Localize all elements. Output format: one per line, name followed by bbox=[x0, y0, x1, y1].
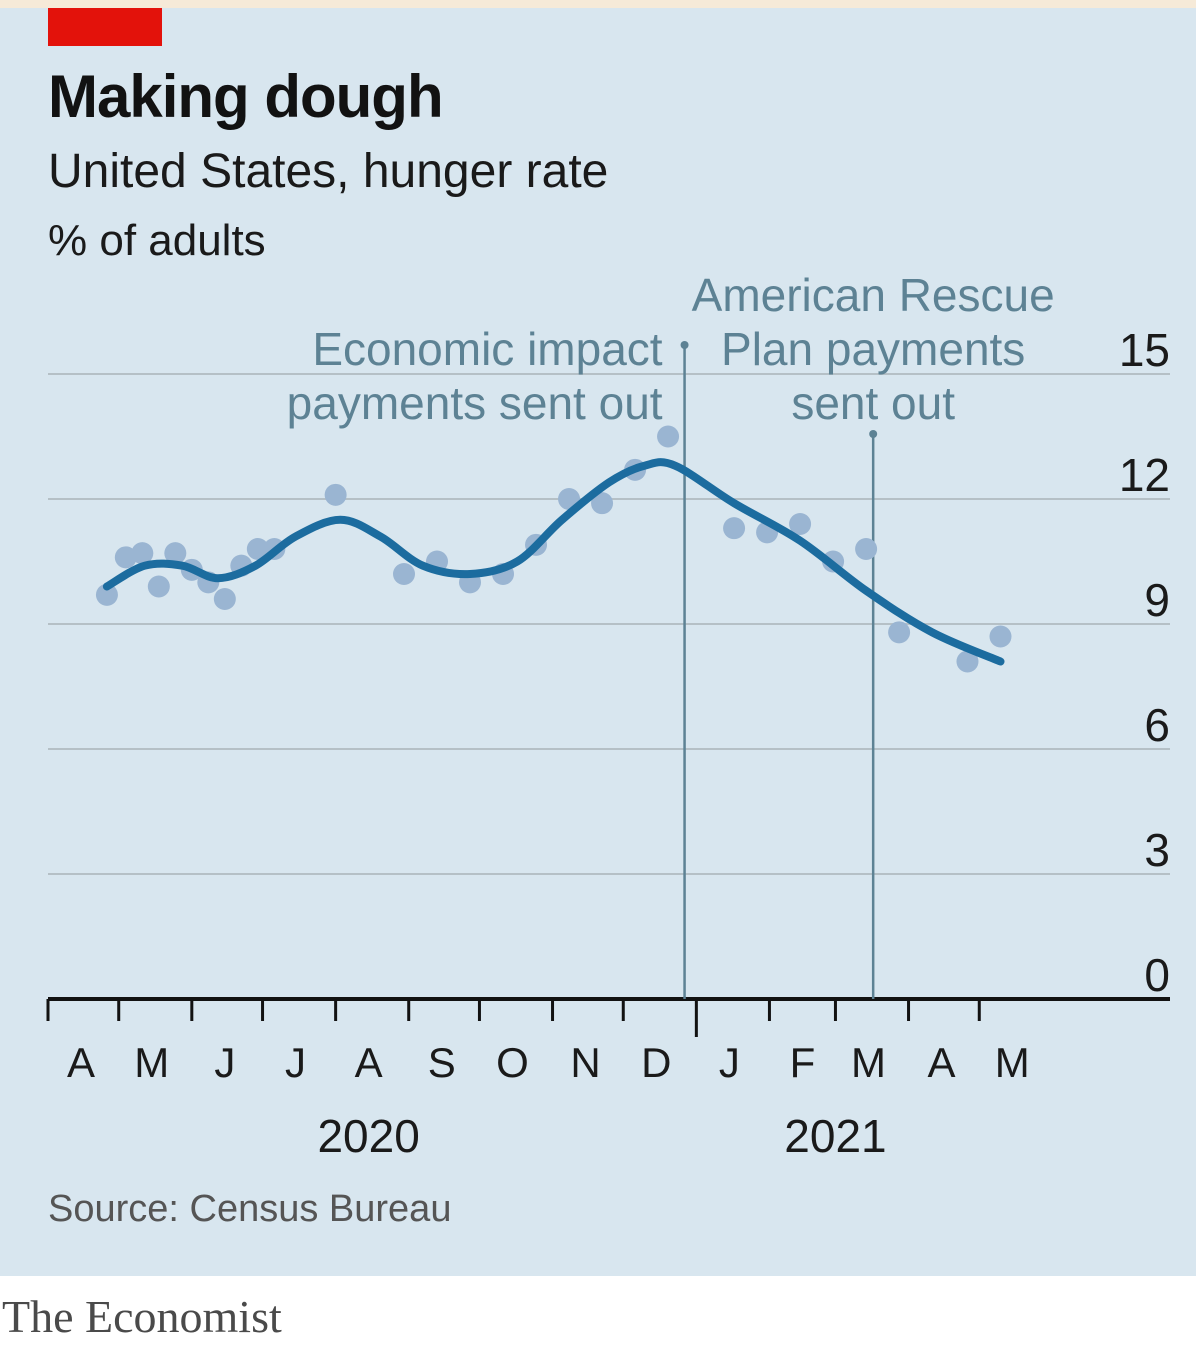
x-month-label: J bbox=[214, 1039, 235, 1086]
data-point bbox=[723, 517, 746, 540]
y-tick-label-0: 0 bbox=[1144, 949, 1170, 1001]
data-point bbox=[114, 546, 137, 569]
y-tick-label-6: 6 bbox=[1144, 699, 1170, 751]
y-tick-label-3: 3 bbox=[1144, 824, 1170, 876]
unit-label: % of adults bbox=[48, 216, 266, 265]
x-month-label: J bbox=[719, 1039, 740, 1086]
annotation-text-line: American Rescue bbox=[692, 269, 1055, 321]
x-month-label: O bbox=[496, 1039, 529, 1086]
data-point bbox=[888, 621, 911, 644]
y-tick-label-9: 9 bbox=[1144, 574, 1170, 626]
data-point bbox=[657, 425, 680, 448]
y-tick-label-15: 15 bbox=[1119, 324, 1170, 376]
annotation-text-line: sent out bbox=[791, 377, 955, 429]
x-month-label: A bbox=[355, 1039, 383, 1086]
data-point bbox=[147, 575, 170, 598]
source-note: Source: Census Bureau bbox=[48, 1188, 452, 1230]
data-point bbox=[956, 650, 979, 673]
x-month-label: N bbox=[570, 1039, 600, 1086]
x-month-label: F bbox=[790, 1039, 816, 1086]
top-band bbox=[0, 0, 1196, 8]
x-year-label: 2020 bbox=[317, 1110, 419, 1162]
economist-logo-text: The Economist bbox=[2, 1291, 282, 1342]
x-month-label: M bbox=[134, 1039, 169, 1086]
x-month-label: D bbox=[641, 1039, 671, 1086]
x-month-label: M bbox=[851, 1039, 886, 1086]
x-month-label: S bbox=[428, 1039, 456, 1086]
data-point bbox=[131, 542, 154, 565]
x-month-label: M bbox=[995, 1039, 1030, 1086]
chart-subtitle: United States, hunger rate bbox=[48, 145, 609, 198]
data-point bbox=[789, 513, 812, 535]
annotation-line-cap bbox=[680, 341, 689, 349]
x-month-label: J bbox=[285, 1039, 306, 1086]
annotation-text-line: Economic impact bbox=[312, 323, 662, 375]
data-point bbox=[213, 588, 236, 610]
x-month-label: A bbox=[928, 1039, 956, 1086]
x-year-label: 2021 bbox=[784, 1110, 886, 1162]
data-point bbox=[324, 483, 347, 506]
annotation-text-line: Plan payments bbox=[721, 323, 1025, 375]
data-point bbox=[246, 538, 269, 560]
y-tick-label-12: 12 bbox=[1119, 449, 1170, 501]
data-point bbox=[95, 583, 118, 606]
brand-red-tag bbox=[48, 8, 162, 46]
data-point bbox=[393, 563, 416, 585]
data-point bbox=[591, 492, 614, 515]
data-point bbox=[164, 542, 187, 565]
annotation-line-cap bbox=[869, 430, 878, 438]
data-point bbox=[989, 625, 1012, 648]
x-month-label: A bbox=[67, 1039, 95, 1086]
annotation-text-line: payments sent out bbox=[287, 377, 663, 429]
data-point bbox=[855, 538, 878, 560]
hunger-rate-trend-line bbox=[102, 458, 1005, 666]
chart-title: Making dough bbox=[48, 63, 444, 130]
